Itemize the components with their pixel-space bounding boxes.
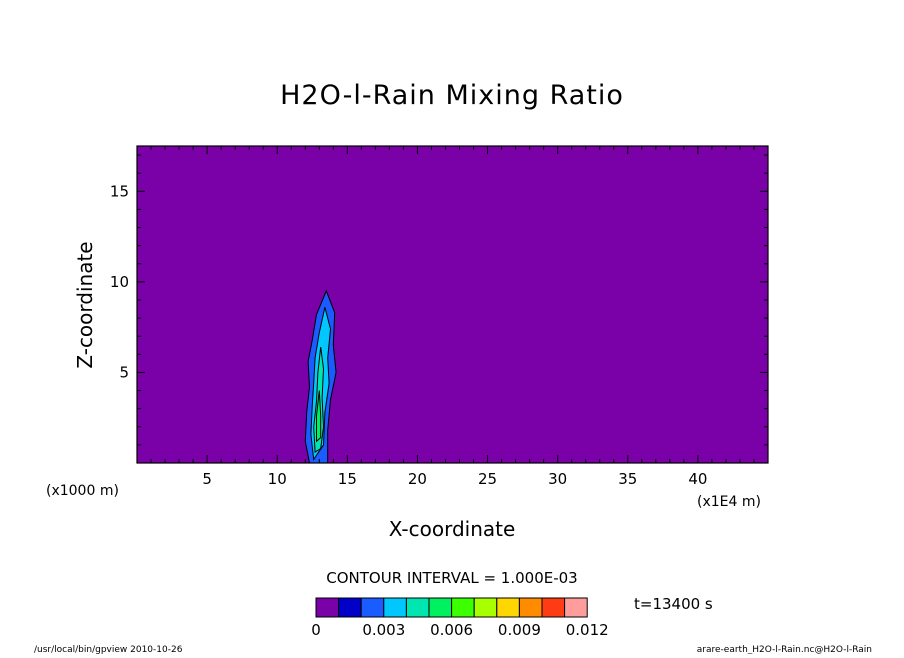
colorbar-swatch	[428, 597, 453, 618]
colorbar-swatch	[518, 597, 543, 618]
x-tick-label: 5	[202, 470, 212, 488]
chart-title: H2O-l-Rain Mixing Ratio	[280, 80, 624, 111]
rain-column-contours	[304, 289, 337, 464]
colorbar-swatch	[564, 597, 588, 618]
colorbar-swatch	[473, 597, 498, 618]
colorbar-swatch	[338, 597, 362, 618]
colorbar: 0 0.003 0.006 0.009 0.012	[311, 597, 609, 639]
x-ticks: 5 10 15 20 25 30 35 40	[150, 146, 755, 488]
footer-left: /usr/local/bin/gpview 2010-10-26	[34, 645, 183, 654]
colorbar-tick-label: 0.012	[566, 621, 609, 639]
footer-right: arare-earth_H2O-l-Rain.nc@H2O-l-Rain	[697, 645, 872, 654]
colorbar-tick-label: 0.006	[430, 621, 473, 639]
time-label: t=13400 s	[634, 595, 713, 613]
x-tick-label: 20	[408, 470, 427, 488]
x-tick-label: 15	[338, 470, 357, 488]
colorbar-tick-label: 0.003	[362, 621, 405, 639]
x-tick-label: 40	[688, 470, 707, 488]
colorbar-swatch	[451, 597, 475, 618]
colorbar-tick-label: 0.009	[498, 621, 541, 639]
plot-area: 5 10 15 20 25 30 35 40 5 10 15	[110, 145, 769, 488]
colorbar-swatch	[383, 597, 407, 618]
colorbar-swatch	[360, 597, 385, 618]
x-axis-label: X-coordinate	[389, 517, 516, 541]
colorbar-tick-label: 0	[311, 621, 321, 639]
contour-level-4	[316, 390, 322, 443]
contour-interval-label: CONTOUR INTERVAL = 1.000E-03	[326, 569, 577, 587]
x-tick-label: 25	[478, 470, 497, 488]
colorbar-swatch	[496, 597, 520, 618]
x-unit-note: (x1E4 m)	[697, 494, 761, 510]
x-scale-note: (x1000 m)	[46, 483, 119, 499]
y-ticks: 5 10 15	[110, 154, 768, 446]
plot-background	[137, 146, 768, 463]
y-tick-label: 15	[110, 182, 129, 200]
colorbar-swatch	[541, 597, 566, 618]
y-tick-label: 10	[110, 273, 129, 291]
x-tick-label: 35	[618, 470, 637, 488]
x-tick-label: 30	[548, 470, 567, 488]
colorbar-swatch	[405, 597, 430, 618]
y-axis-label: Z-coordinate	[73, 241, 97, 368]
plot-frame	[136, 145, 769, 464]
y-tick-label: 5	[119, 363, 129, 381]
x-tick-label: 10	[268, 470, 287, 488]
colorbar-swatch	[315, 597, 340, 618]
